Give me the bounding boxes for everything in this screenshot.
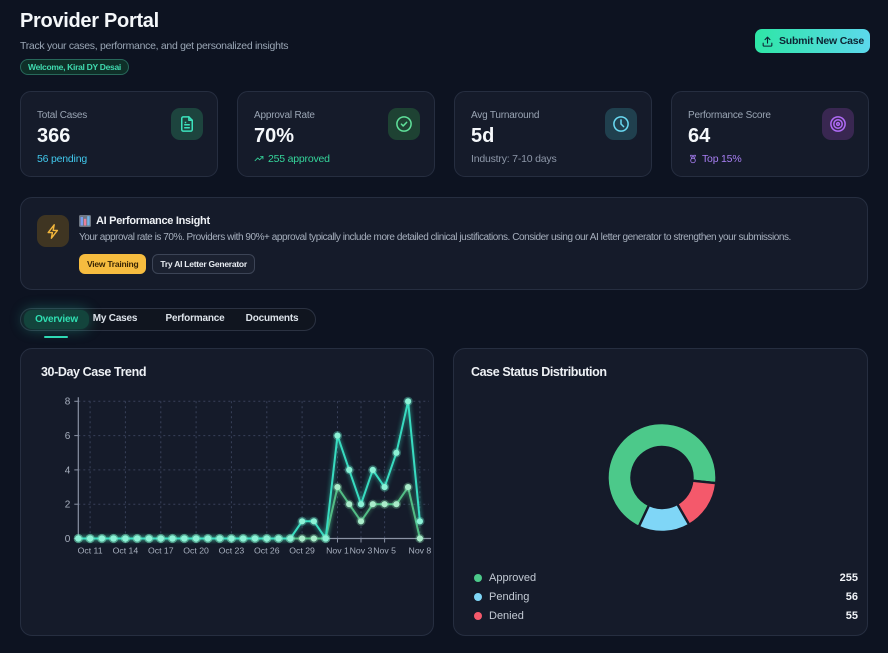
svg-text:Nov 8: Nov 8 [409, 546, 432, 556]
svg-text:0: 0 [65, 534, 71, 545]
svg-text:Nov 5: Nov 5 [373, 546, 396, 556]
svg-text:Oct 23: Oct 23 [219, 546, 245, 556]
svg-text:Oct 20: Oct 20 [183, 546, 209, 556]
svg-text:Oct 14: Oct 14 [113, 546, 139, 556]
svg-text:Oct 29: Oct 29 [289, 546, 315, 556]
svg-text:Oct 11: Oct 11 [78, 546, 103, 556]
svg-text:Nov 1: Nov 1 [326, 546, 349, 556]
svg-text:Oct 26: Oct 26 [254, 546, 280, 556]
svg-text:Nov 3: Nov 3 [350, 546, 373, 556]
svg-text:8: 8 [65, 397, 71, 408]
svg-text:4: 4 [65, 465, 71, 476]
svg-text:6: 6 [65, 431, 71, 442]
svg-text:2: 2 [65, 500, 71, 511]
svg-text:Oct 17: Oct 17 [148, 546, 174, 556]
